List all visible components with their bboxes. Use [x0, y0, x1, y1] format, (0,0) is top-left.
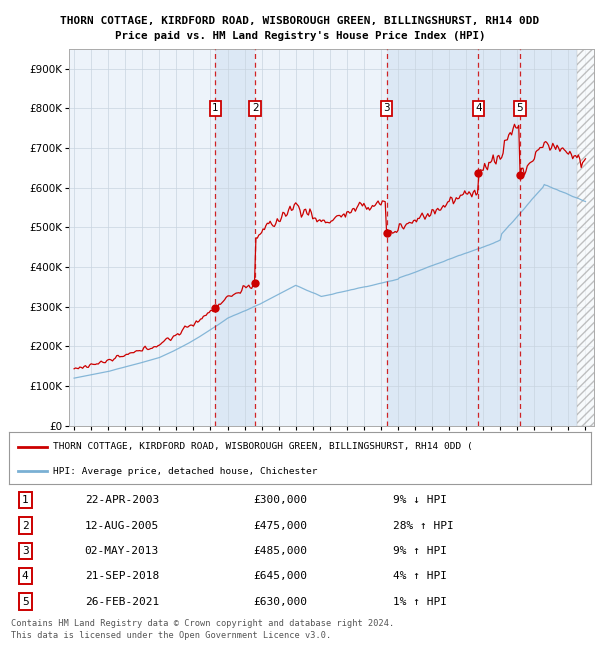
Text: THORN COTTAGE, KIRDFORD ROAD, WISBOROUGH GREEN, BILLINGSHURST, RH14 0DD: THORN COTTAGE, KIRDFORD ROAD, WISBOROUGH… — [61, 16, 539, 26]
Text: THORN COTTAGE, KIRDFORD ROAD, WISBOROUGH GREEN, BILLINGSHURST, RH14 0DD (: THORN COTTAGE, KIRDFORD ROAD, WISBOROUGH… — [53, 442, 472, 451]
Text: £300,000: £300,000 — [253, 495, 307, 505]
Text: This data is licensed under the Open Government Licence v3.0.: This data is licensed under the Open Gov… — [11, 630, 331, 640]
Text: 4: 4 — [475, 103, 482, 113]
Text: 4% ↑ HPI: 4% ↑ HPI — [393, 571, 447, 581]
Text: 28% ↑ HPI: 28% ↑ HPI — [393, 521, 454, 530]
Text: 5: 5 — [22, 597, 29, 606]
Text: 3: 3 — [22, 546, 29, 556]
Bar — [386, 49, 478, 426]
Bar — [520, 49, 577, 426]
Bar — [478, 49, 520, 426]
Text: 9% ↓ HPI: 9% ↓ HPI — [393, 495, 447, 505]
Text: 2: 2 — [22, 521, 29, 530]
Text: 12-AUG-2005: 12-AUG-2005 — [85, 521, 159, 530]
Text: 1% ↑ HPI: 1% ↑ HPI — [393, 597, 447, 606]
Text: 02-MAY-2013: 02-MAY-2013 — [85, 546, 159, 556]
Bar — [215, 49, 255, 426]
Text: £475,000: £475,000 — [253, 521, 307, 530]
Text: 5: 5 — [517, 103, 523, 113]
Text: 3: 3 — [383, 103, 390, 113]
Text: 1: 1 — [22, 495, 29, 505]
Text: 22-APR-2003: 22-APR-2003 — [85, 495, 159, 505]
Text: £485,000: £485,000 — [253, 546, 307, 556]
Text: £630,000: £630,000 — [253, 597, 307, 606]
Text: 9% ↑ HPI: 9% ↑ HPI — [393, 546, 447, 556]
Text: 2: 2 — [252, 103, 259, 113]
Text: Price paid vs. HM Land Registry's House Price Index (HPI): Price paid vs. HM Land Registry's House … — [115, 31, 485, 41]
Text: 1: 1 — [212, 103, 219, 113]
Text: £645,000: £645,000 — [253, 571, 307, 581]
Text: HPI: Average price, detached house, Chichester: HPI: Average price, detached house, Chic… — [53, 467, 317, 476]
Text: Contains HM Land Registry data © Crown copyright and database right 2024.: Contains HM Land Registry data © Crown c… — [11, 619, 394, 628]
Text: 21-SEP-2018: 21-SEP-2018 — [85, 571, 159, 581]
Text: 4: 4 — [22, 571, 29, 581]
Text: 26-FEB-2021: 26-FEB-2021 — [85, 597, 159, 606]
